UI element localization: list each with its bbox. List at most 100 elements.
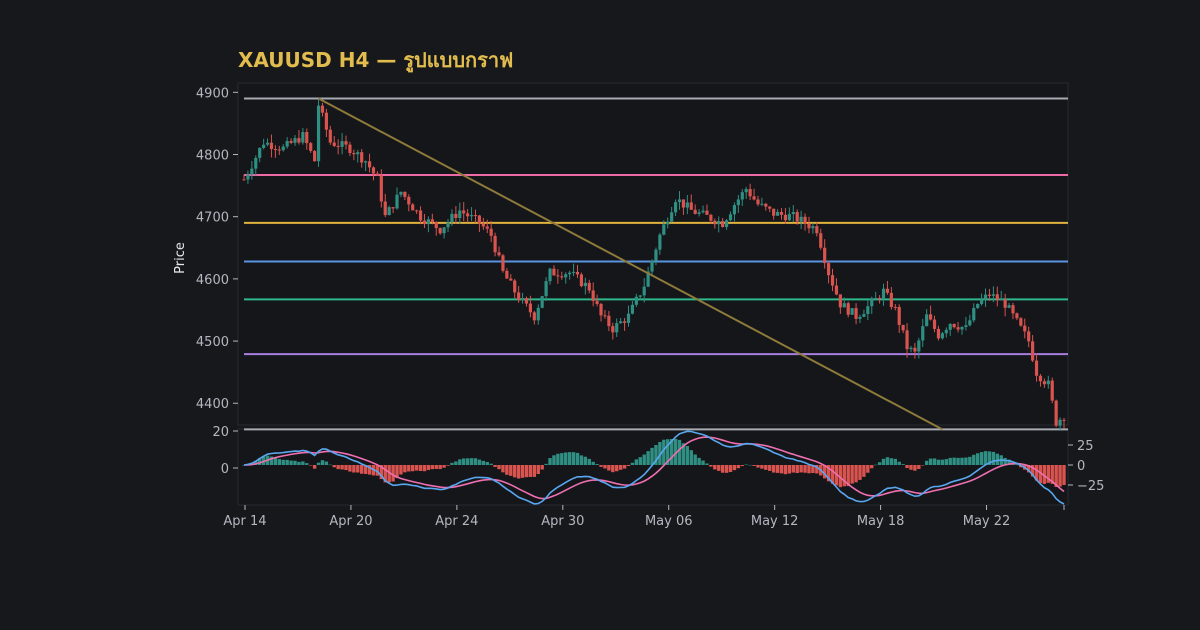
candle-body: [297, 138, 301, 143]
candle-body: [964, 325, 968, 327]
candle: [673, 199, 678, 217]
macd-histogram-bar: [740, 465, 744, 467]
macd-histogram-bar: [924, 460, 929, 465]
macd-histogram-bar: [885, 457, 890, 465]
macd-histogram-bar: [622, 465, 627, 469]
macd-histogram-bar: [269, 456, 274, 465]
candle-body: [724, 220, 729, 227]
macd-histogram-bar: [308, 465, 313, 466]
macd-histogram-bar: [501, 465, 505, 473]
candle-body: [760, 203, 764, 205]
candle-body: [677, 199, 682, 203]
candle-body: [328, 129, 332, 143]
candle-body: [815, 226, 819, 234]
candle: [524, 296, 529, 307]
candle-body: [399, 191, 403, 195]
macd-histogram-bar: [768, 465, 772, 471]
candle-body: [803, 216, 807, 224]
candle: [689, 194, 693, 210]
macd-histogram-bar: [862, 465, 866, 477]
macd-histogram-bar: [673, 438, 678, 465]
candle: [823, 239, 827, 269]
candle: [505, 268, 509, 279]
macd-histogram-bar: [305, 463, 309, 465]
candle-body: [301, 132, 305, 143]
candle-body: [536, 307, 540, 321]
candle-body: [944, 329, 948, 334]
candle: [697, 209, 701, 217]
candle-body: [866, 306, 870, 315]
candle-body: [258, 147, 262, 158]
macd-histogram-bar: [897, 461, 901, 465]
macd-histogram-bar: [316, 462, 321, 465]
macd-histogram-bar: [465, 458, 470, 465]
candle-body: [932, 319, 937, 329]
macd-histogram-bar: [1038, 465, 1043, 484]
candle: [646, 266, 650, 288]
macd-histogram-bar: [336, 465, 340, 470]
macd-histogram-bar: [850, 465, 854, 484]
macd-histogram-bar: [599, 465, 603, 467]
macd-histogram-bar: [972, 454, 976, 465]
candle: [568, 270, 572, 280]
candle: [709, 213, 713, 224]
candle-body: [446, 222, 450, 228]
macd-histogram-bar: [1015, 464, 1019, 466]
candle: [681, 199, 686, 215]
macd-histogram-bar: [548, 458, 552, 465]
candle-body: [728, 214, 733, 221]
candle: [269, 134, 274, 158]
candle: [929, 305, 933, 321]
candle: [901, 324, 905, 334]
candle: [913, 342, 917, 359]
candle: [426, 216, 431, 233]
macd-histogram-bar: [811, 465, 815, 474]
candle: [564, 272, 568, 284]
candle-body: [775, 211, 780, 216]
macd-histogram-bar: [681, 443, 686, 465]
candle: [783, 208, 788, 224]
candle-body: [438, 228, 442, 234]
macd-histogram-bar: [807, 465, 811, 474]
candle: [995, 286, 999, 307]
candle-body: [583, 282, 587, 287]
macd-histogram-bar: [1042, 465, 1047, 484]
candle: [583, 277, 587, 295]
candle: [622, 318, 627, 331]
candle: [630, 300, 635, 315]
candle: [658, 232, 662, 255]
macd-histogram-bar: [783, 465, 788, 475]
candle: [740, 189, 744, 206]
candle: [242, 174, 246, 181]
macd-histogram-bar: [411, 465, 415, 472]
macd-histogram-bar: [540, 465, 544, 470]
candle: [724, 218, 729, 230]
macd-histogram-bar: [485, 461, 489, 465]
macd-histogram-bar: [344, 465, 348, 471]
macd-histogram-bar: [669, 438, 674, 465]
x-tick-label: Apr 14: [223, 514, 266, 529]
candle-body: [626, 313, 631, 323]
candle-body: [764, 203, 768, 207]
candle: [332, 136, 336, 148]
candle-body: [693, 209, 697, 214]
macd-histogram-bar: [846, 465, 850, 487]
macd-histogram-bar: [838, 465, 843, 488]
macd-histogram-bar: [473, 458, 478, 465]
candle-body: [1054, 400, 1058, 426]
macd-histogram-bar: [630, 462, 635, 465]
macd-histogram-bar: [975, 453, 980, 465]
candle-body: [717, 221, 721, 225]
macd-histogram-bar: [909, 465, 913, 470]
macd-histogram-bar: [257, 458, 262, 465]
macd-histogram-bar: [877, 462, 882, 465]
candle-body: [662, 224, 666, 235]
candle-body: [246, 174, 250, 180]
candle: [944, 327, 948, 338]
macd-histogram-bar: [756, 465, 760, 468]
macd-histogram-bar: [779, 465, 784, 474]
candle-body: [544, 281, 548, 297]
macd-histogram-bar: [462, 458, 466, 465]
macd-histogram-bar: [771, 465, 776, 473]
